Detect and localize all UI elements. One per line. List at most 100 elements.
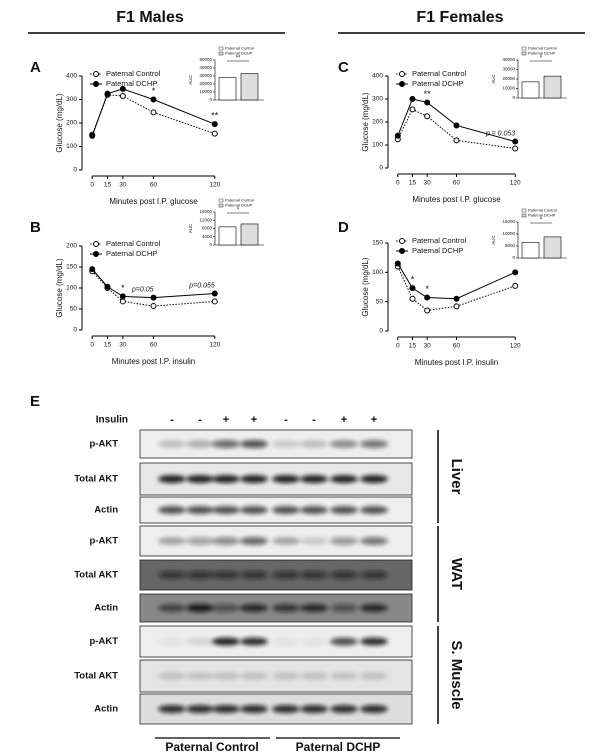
blot-band	[330, 537, 358, 545]
legend-label: Paternal DCHP	[225, 51, 253, 56]
x-tick-label: 30	[119, 182, 127, 189]
legend-swatch	[521, 208, 527, 213]
legend-marker	[93, 241, 99, 247]
y-axis-label: AUC	[491, 74, 496, 84]
blot-band	[240, 705, 268, 713]
blot-band	[272, 604, 300, 612]
blot-band	[360, 475, 388, 483]
data-point	[512, 269, 519, 276]
blot-band	[360, 537, 388, 545]
y-tick-label: 20000	[502, 76, 515, 81]
y-tick-label: 400	[372, 73, 383, 80]
x-tick-label: 120	[510, 343, 521, 350]
annotation: *	[121, 283, 125, 293]
y-tick-label: 400	[66, 73, 77, 80]
legend-label: Paternal DCHP	[412, 79, 463, 88]
blot-band	[158, 440, 186, 448]
y-tick-label: 10000	[502, 86, 515, 91]
legend-marker	[399, 248, 405, 254]
y-tick-label: 150	[66, 264, 77, 271]
y-tick-label: 200	[372, 119, 383, 126]
data-point	[512, 138, 519, 145]
blot-band	[272, 571, 300, 579]
panel-letter: B	[30, 219, 41, 236]
y-tick-label: 0	[512, 255, 515, 260]
y-tick-label: 100	[66, 285, 77, 292]
y-axis-label: Glucose (mg/dL)	[361, 257, 370, 316]
x-tick-label: 60	[453, 343, 461, 350]
header: F1 Males	[116, 9, 184, 26]
legend-marker	[93, 81, 99, 87]
y-tick-label: 0	[512, 95, 515, 100]
blot-band	[186, 506, 214, 514]
blot-band	[272, 440, 300, 448]
legend-label: Paternal Control	[528, 46, 557, 51]
bar	[521, 242, 540, 259]
data-point	[394, 132, 401, 139]
x-tick-label: 0	[396, 343, 400, 350]
blot-band	[158, 604, 186, 612]
blot-band	[300, 475, 328, 483]
blot-band	[360, 672, 388, 680]
legend-label: Paternal DCHP	[106, 79, 157, 88]
blot-band	[330, 604, 358, 612]
blot-band	[240, 604, 268, 612]
y-tick-label: 100	[372, 142, 383, 149]
row-label: Total AKT	[74, 474, 118, 485]
data-point	[512, 145, 519, 152]
x-tick-label: 120	[209, 342, 220, 349]
series-line	[397, 108, 516, 149]
x-tick-label: 30	[424, 343, 432, 350]
blot-band	[300, 506, 328, 514]
annotation: *	[540, 218, 543, 224]
data-point	[211, 298, 218, 305]
legend-label: Paternal Control	[225, 198, 254, 203]
insulin-sign: +	[251, 414, 257, 426]
data-point	[453, 122, 460, 129]
panel-letter: D	[338, 219, 349, 236]
blot-band	[186, 637, 214, 646]
insulin-label: Insulin	[96, 415, 128, 426]
blot-band	[330, 440, 358, 448]
blot-band	[212, 475, 240, 483]
data-point	[89, 266, 96, 273]
x-tick-label: 30	[424, 180, 432, 187]
y-tick-label: 4000	[202, 234, 213, 239]
blot-band	[212, 571, 240, 579]
y-tick-label: 0	[209, 97, 212, 102]
data-point	[104, 90, 111, 97]
y-axis-label: Glucose (mg/dL)	[55, 258, 64, 317]
annotation: *	[425, 284, 429, 294]
x-axis-label: Minutes post I.P. glucose	[109, 197, 198, 206]
blot-band	[300, 571, 328, 579]
data-point	[150, 303, 157, 310]
y-tick-label: 100	[372, 269, 383, 276]
legend-label: Paternal DCHP	[528, 213, 556, 218]
legend-label: Paternal DCHP	[225, 203, 253, 208]
blot-band	[212, 604, 240, 612]
panel-letter: C	[338, 59, 349, 76]
data-point	[409, 96, 416, 102]
blot-band	[360, 637, 388, 646]
legend-marker	[399, 81, 405, 87]
data-point	[409, 295, 416, 302]
blot-band	[158, 637, 186, 646]
annotation: p = 0.053	[485, 130, 515, 137]
legend-marker	[93, 71, 99, 77]
data-point	[119, 293, 126, 300]
y-axis-label: AUC	[188, 223, 193, 233]
blot-band	[212, 705, 240, 713]
row-label: Actin	[94, 505, 118, 516]
insulin-sign: -	[170, 414, 174, 426]
blot-band	[158, 571, 186, 579]
annotation: *	[540, 56, 543, 62]
data-point	[119, 298, 126, 305]
legend-marker	[399, 71, 405, 77]
data-point	[211, 130, 218, 137]
row-label: p-AKT	[90, 536, 119, 547]
row-label: Actin	[94, 704, 118, 715]
row-label: Total AKT	[74, 671, 118, 682]
legend-label: Paternal DCHP	[106, 249, 157, 258]
data-point	[119, 92, 126, 99]
legend-swatch	[218, 198, 224, 203]
